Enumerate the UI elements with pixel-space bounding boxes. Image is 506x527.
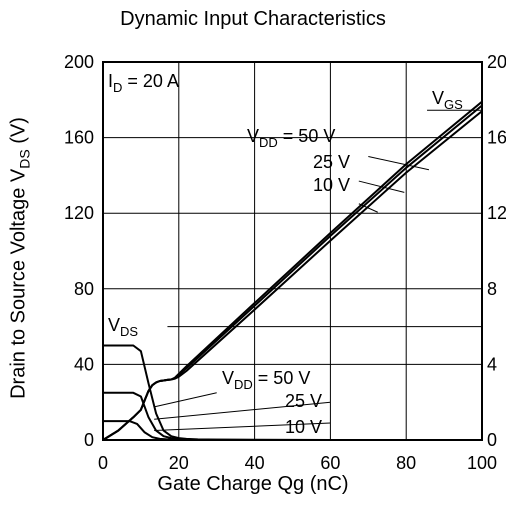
y-left-tick-label: 0 [84, 430, 94, 450]
y-left-tick-label: 40 [74, 354, 94, 374]
leader-line [358, 203, 378, 213]
y-axis-label: Drain to Source Voltage VDS (V) [8, 117, 33, 399]
vgs-label-sub: GS [444, 97, 463, 112]
y-right-tick-label: 0 [487, 430, 497, 450]
y-right-tick-label: 16 [487, 128, 506, 148]
y-left-tick-label: 200 [64, 52, 94, 72]
y-left-tick-label: 160 [64, 128, 94, 148]
vgs-vdd-10-label: 10 V [313, 175, 350, 195]
leader-line [368, 156, 430, 171]
condition-label: ID = 20 A [108, 71, 179, 95]
chart-title: Dynamic Input Characteristics [120, 8, 386, 30]
y-axis-label-sub: DS [16, 149, 33, 169]
condition-label-sub: D [113, 80, 122, 95]
vgs-vdd-50-label-main: V [247, 126, 259, 146]
plot-frame [102, 61, 483, 441]
y-axis-label-main: Drain to Source Voltage V [7, 168, 30, 399]
vgs-label-main: V [432, 88, 444, 108]
y-right-tick-label: 20 [487, 52, 506, 72]
vgs-vdd-50-label: VDD = 50 V [247, 126, 335, 150]
x-tick-label: 80 [396, 453, 416, 473]
vds-label-sub: DS [120, 324, 138, 339]
series-line-vgs-10v [102, 110, 483, 441]
vds-vdd-50-label-rest: = 50 V [253, 368, 311, 388]
vds-label: VDS [108, 315, 138, 339]
leader-line [154, 392, 217, 408]
y-axis-label-unit: (V) [7, 117, 30, 150]
vgs-vdd-50-label-sub: DD [259, 135, 278, 150]
y-right-tick-label: 4 [487, 354, 497, 374]
x-tick-label: 100 [467, 453, 497, 473]
x-tick-label: 0 [98, 453, 108, 473]
y-right-tick-label: 12 [487, 203, 506, 223]
vds-vdd-50-label-main: V [222, 368, 234, 388]
vds-vdd-25-label: 25 V [285, 391, 322, 411]
y-right-tick-label: 8 [487, 279, 497, 299]
vds-vdd-50-label: VDD = 50 V [222, 368, 310, 392]
x-tick-label: 20 [169, 453, 189, 473]
y-left-tick-label: 120 [64, 203, 94, 223]
series-lines [102, 100, 483, 441]
x-tick-label: 60 [320, 453, 340, 473]
leader-lines [154, 109, 482, 432]
grid [103, 62, 482, 440]
vds-label-main: V [108, 315, 120, 335]
condition-label-rest: = 20 A [122, 71, 179, 91]
vgs-label: VGS [432, 88, 463, 112]
condition-label-main: I [108, 71, 113, 91]
leader-line [154, 422, 331, 432]
series-line-vgs-25v [102, 104, 483, 441]
ticks: 0 20 40 60 80 100 0 40 80 120 160 200 0 4 8 12 16 20 [64, 52, 506, 473]
leader-line [358, 180, 405, 193]
x-tick-label: 40 [245, 453, 265, 473]
vds-vdd-10-label: 10 V [285, 417, 322, 437]
vgs-vdd-25-label: 25 V [313, 152, 350, 172]
vgs-vdd-50-label-rest: = 50 V [278, 126, 336, 146]
leader-line [154, 401, 331, 420]
x-axis-label: Gate Charge Qg (nC) [157, 473, 349, 495]
vds-vdd-50-label-sub: DD [234, 377, 253, 392]
y-left-tick-label: 80 [74, 279, 94, 299]
